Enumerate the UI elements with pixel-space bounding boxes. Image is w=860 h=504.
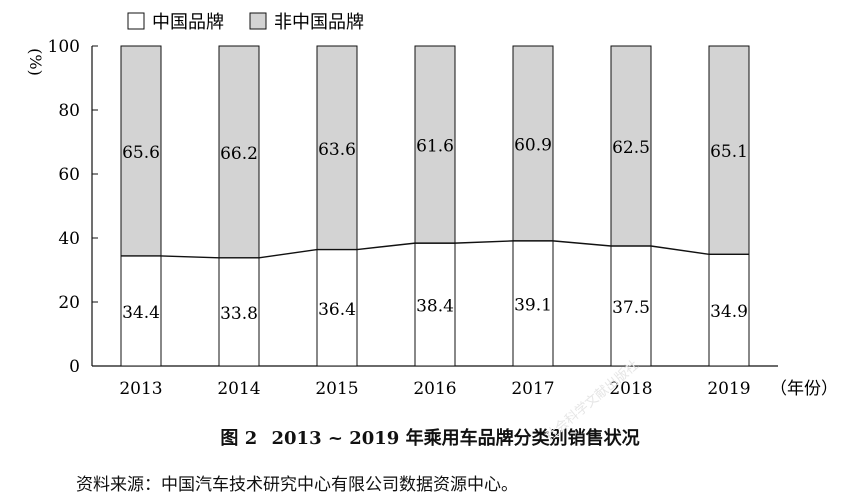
data-label-non-china-brand: 66.2: [220, 144, 258, 164]
legend-swatch: [249, 12, 267, 30]
x-tick-label: 2013: [119, 379, 162, 399]
x-tick-label: 2016: [413, 379, 456, 399]
stacked-bar-chart: 0 20 40 60 80 100(%) 34.4 65.6 2013 33.8 66.2 2014 3…: [26, 12, 838, 399]
legend-label: 中国品牌: [152, 12, 224, 33]
data-label-non-china-brand: 61.6: [416, 137, 454, 157]
data-label-china-brand: 36.4: [318, 300, 356, 320]
figure-label: 图 2: [220, 428, 258, 449]
bar-segment-china-brand: [120, 255, 162, 367]
bar-segment-non-china-brand: [316, 45, 358, 251]
data-label-china-brand: 38.4: [416, 297, 454, 317]
bar-segment-china-brand: [218, 257, 260, 367]
bar-segment-non-china-brand: [610, 45, 652, 247]
data-label-non-china-brand: 65.1: [710, 142, 748, 162]
bar-segment-china-brand: [708, 253, 750, 367]
data-label-non-china-brand: 63.6: [318, 140, 356, 160]
figure-caption: 图 2 2013 ~ 2019 年乘用车品牌分类别销售状况: [0, 424, 860, 450]
x-tick-label: 2014: [217, 379, 260, 399]
data-label-china-brand: 37.5: [612, 298, 650, 318]
x-tick-label: 2018: [609, 379, 652, 399]
bar-segment-china-brand: [610, 245, 652, 367]
bar-segment-non-china-brand: [512, 45, 554, 242]
data-label-non-china-brand: 62.5: [612, 138, 650, 158]
y-tick-label: 80: [58, 101, 80, 121]
y-tick-label: 20: [58, 293, 80, 313]
data-label-china-brand: 34.9: [710, 302, 748, 322]
bar-segment-china-brand: [316, 249, 358, 367]
data-label-china-brand: 34.4: [122, 303, 160, 323]
y-tick-label: 0: [69, 357, 80, 377]
figure-title: 2013 ~ 2019 年乘用车品牌分类别销售状况: [271, 428, 640, 449]
x-tick-label: 2019: [707, 379, 750, 399]
x-axis-label: （年份）: [770, 379, 838, 399]
y-axis-label: (%): [26, 48, 45, 76]
y-tick-label: 100: [48, 37, 80, 57]
x-tick-label: 2017: [511, 379, 554, 399]
data-label-non-china-brand: 60.9: [514, 135, 552, 155]
bar-segment-non-china-brand: [218, 45, 260, 259]
data-label-china-brand: 33.8: [220, 304, 258, 324]
bar-segment-non-china-brand: [414, 45, 456, 244]
china-brand-trend-line: [121, 240, 749, 259]
data-label-china-brand: 39.1: [514, 295, 552, 315]
bar-segment-non-china-brand: [120, 45, 162, 257]
x-tick-label: 2015: [315, 379, 358, 399]
bar-segment-china-brand: [512, 240, 554, 367]
y-tick-label: 60: [58, 165, 80, 185]
data-label-non-china-brand: 65.6: [122, 143, 160, 163]
legend-swatch: [127, 12, 145, 30]
legend-label: 非中国品牌: [274, 12, 364, 33]
source-note: 资料来源：中国汽车技术研究中心有限公司数据资源中心。: [76, 475, 518, 495]
y-tick-label: 40: [58, 229, 80, 249]
